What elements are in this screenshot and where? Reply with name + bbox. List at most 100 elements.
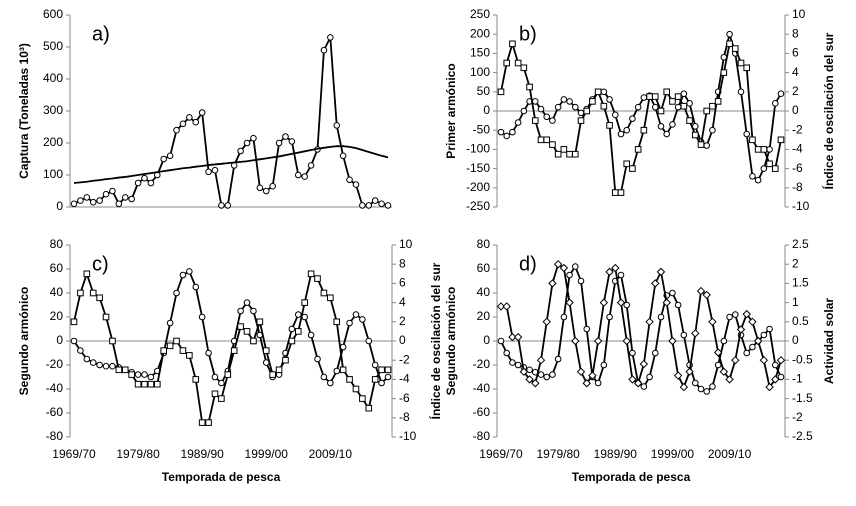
marker — [743, 349, 751, 357]
marker — [218, 379, 225, 387]
marker — [685, 367, 694, 376]
marker — [256, 318, 264, 326]
marker — [134, 371, 142, 378]
marker — [526, 366, 533, 374]
marker — [243, 328, 251, 335]
marker — [70, 337, 78, 345]
y2-tick-label: -6 — [399, 391, 410, 405]
marker — [288, 138, 296, 145]
marker — [218, 395, 225, 402]
x-tick-label: 2009/10 — [708, 447, 752, 461]
marker — [725, 375, 734, 384]
y2-axis-title: Actividad solar — [822, 298, 836, 384]
marker — [365, 202, 373, 209]
marker — [651, 279, 660, 288]
marker — [371, 361, 379, 369]
marker — [537, 371, 545, 378]
marker — [192, 118, 200, 126]
marker — [577, 109, 585, 117]
marker — [179, 347, 187, 354]
marker — [186, 114, 193, 121]
marker — [359, 316, 366, 323]
y2-tick-label: -10 — [792, 199, 810, 213]
marker — [623, 160, 631, 168]
y-tick-label: 80 — [50, 237, 64, 251]
y-tick-label: 20 — [477, 309, 491, 323]
x-tick-label: 1999/00 — [245, 447, 289, 461]
marker — [742, 309, 751, 319]
marker — [696, 286, 706, 296]
marker — [333, 122, 341, 129]
marker — [691, 379, 699, 387]
marker — [680, 90, 688, 98]
y-axis-title: Primer armónico — [444, 63, 458, 158]
marker — [147, 373, 155, 381]
marker — [714, 361, 722, 369]
marker — [565, 298, 574, 307]
marker — [623, 126, 631, 134]
marker — [771, 100, 779, 107]
marker — [371, 197, 379, 204]
marker — [657, 107, 665, 115]
marker — [679, 382, 689, 392]
marker — [720, 69, 728, 76]
y-tick-label: 50 — [477, 84, 491, 98]
marker — [371, 376, 379, 383]
marker — [543, 373, 551, 381]
marker — [749, 343, 756, 351]
y-tick-label: 60 — [477, 261, 491, 275]
marker — [327, 379, 334, 387]
marker — [128, 371, 135, 378]
marker — [634, 146, 642, 153]
marker — [186, 352, 193, 359]
x-tick-label: 1969/70 — [52, 447, 96, 461]
y-tick-label: 400 — [43, 71, 63, 85]
marker — [218, 202, 225, 209]
marker — [359, 395, 366, 402]
y2-tick-label: -4 — [399, 372, 410, 386]
marker — [549, 117, 556, 124]
y-axis-title: Segundo armónico — [17, 287, 31, 396]
marker — [262, 347, 270, 354]
y-tick-label: -100 — [466, 142, 490, 156]
marker — [759, 355, 769, 365]
marker — [651, 103, 659, 111]
y2-tick-label: 0 — [792, 103, 799, 117]
marker — [662, 298, 671, 307]
marker — [503, 59, 511, 67]
marker — [766, 325, 773, 333]
y2-tick-label: -8 — [399, 410, 410, 424]
marker — [674, 103, 682, 111]
marker — [173, 337, 180, 345]
marker — [737, 59, 745, 67]
marker — [384, 202, 392, 209]
marker — [102, 190, 110, 198]
marker — [70, 318, 78, 326]
marker — [531, 98, 539, 105]
marker — [141, 174, 148, 182]
marker — [583, 325, 591, 333]
marker — [634, 103, 642, 111]
x-tick-label: 1979/80 — [116, 447, 160, 461]
marker — [743, 64, 751, 72]
marker — [720, 337, 728, 345]
marker — [514, 59, 522, 67]
marker — [237, 307, 244, 315]
marker — [339, 152, 347, 160]
marker — [582, 379, 591, 388]
y2-tick-label: -10 — [399, 429, 417, 443]
marker — [776, 355, 786, 365]
marker — [346, 319, 353, 327]
marker — [633, 379, 643, 388]
panel-label: d) — [519, 253, 537, 275]
y-tick-label: -80 — [473, 429, 491, 443]
x-tick-label: 1969/70 — [479, 447, 523, 461]
marker — [352, 181, 360, 188]
panel: -80 -60 -40 -20 0 20 40 60 80 -2.5 -2 -1.5 -1 -0.5 0 0.… — [444, 237, 836, 484]
marker — [657, 313, 665, 321]
y-tick-label: 60 — [50, 261, 64, 275]
marker — [554, 150, 562, 158]
marker — [588, 371, 597, 380]
marker — [549, 371, 556, 378]
